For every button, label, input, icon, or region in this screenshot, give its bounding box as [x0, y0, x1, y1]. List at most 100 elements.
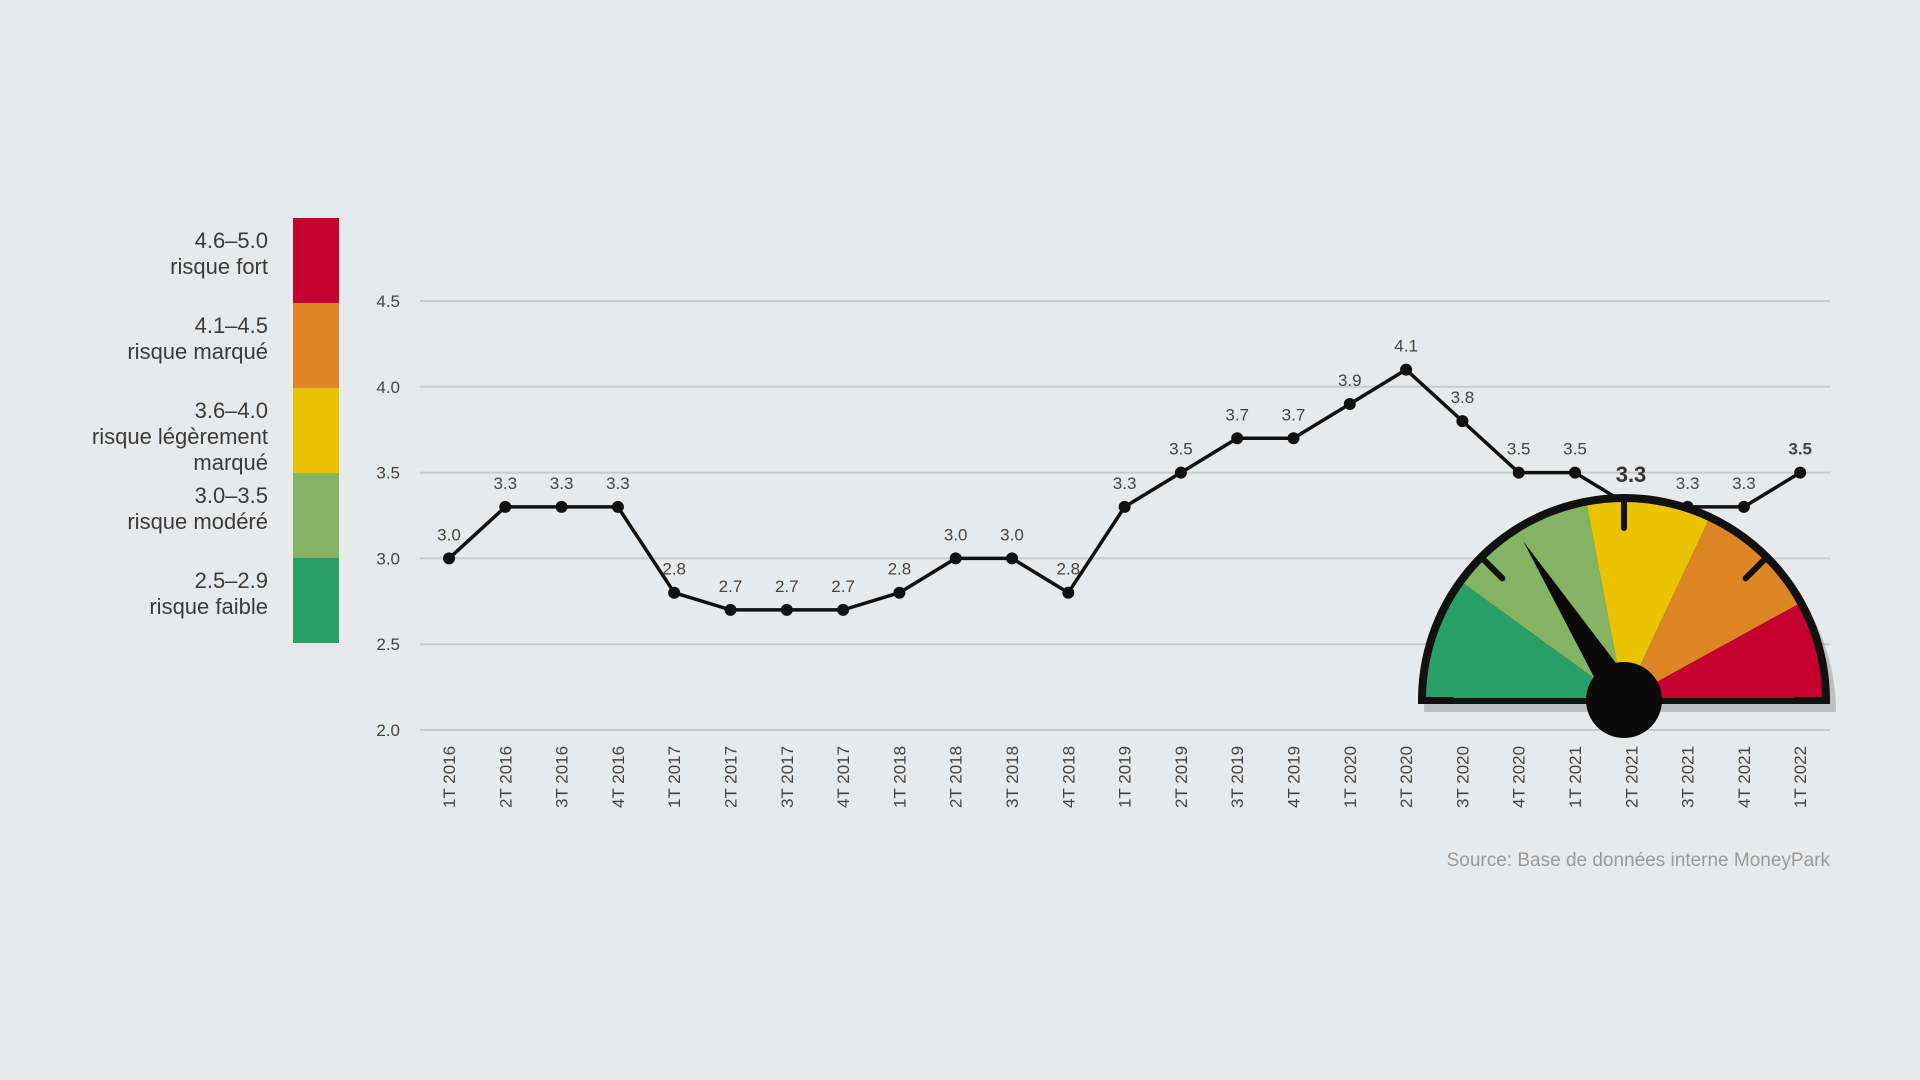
- gauge-band: [1426, 583, 1624, 700]
- data-label: 3.0: [1000, 525, 1024, 544]
- x-tick-label: 1T 2018: [890, 746, 909, 808]
- gauge-value-label: 3.3: [1616, 462, 1647, 487]
- data-label: 3.7: [1282, 405, 1306, 424]
- legend-swatch: [293, 473, 339, 558]
- data-label: 3.9: [1338, 371, 1362, 390]
- gauge-tick: [1742, 556, 1768, 582]
- data-point: [611, 500, 624, 513]
- x-tick-label: 2T 2018: [947, 746, 966, 808]
- data-point: [555, 500, 568, 513]
- data-point: [1006, 552, 1018, 565]
- data-point: [1343, 397, 1356, 410]
- data-point: [1512, 466, 1525, 479]
- legend-label: risque faible: [149, 594, 268, 619]
- x-tick-label: 4T 2021: [1735, 746, 1754, 808]
- legend-swatch: [293, 218, 339, 303]
- data-point: [780, 603, 793, 616]
- gauge-band: [1624, 604, 1822, 700]
- data-point: [1456, 415, 1469, 428]
- legend-swatch: [293, 388, 339, 473]
- legend-swatch: [293, 303, 339, 388]
- data-label: 3.5: [1788, 440, 1812, 459]
- x-tick-label: 2T 2016: [496, 746, 515, 808]
- data-point: [668, 586, 681, 599]
- data-point: [724, 603, 737, 616]
- x-tick-label: 3T 2021: [1679, 746, 1698, 808]
- data-point: [1118, 500, 1131, 513]
- x-tick-label: 3T 2020: [1453, 746, 1472, 808]
- data-point: [1400, 363, 1413, 376]
- grid-lines: [420, 300, 1830, 731]
- data-point: [949, 552, 962, 565]
- y-tick-label: 4.5: [376, 292, 400, 311]
- legend-swatch: [293, 558, 339, 643]
- data-label: 3.0: [944, 525, 968, 544]
- data-point: [1569, 466, 1581, 479]
- x-tick-label: 2T 2020: [1397, 746, 1416, 808]
- data-point: [1794, 466, 1807, 479]
- x-tick-label: 1T 2019: [1116, 746, 1135, 808]
- x-tick-label: 1T 2021: [1566, 746, 1585, 808]
- data-label: 2.7: [775, 577, 799, 596]
- y-tick-label: 3.0: [376, 549, 400, 568]
- source-note: Source: Base de données interne MoneyPar…: [1447, 850, 1831, 871]
- y-tick-label: 2.5: [376, 635, 400, 654]
- y-tick-label: 2.0: [376, 721, 400, 740]
- x-tick-label: 1T 2016: [440, 746, 459, 808]
- gauge-band: [1586, 501, 1709, 700]
- legend-range: 3.0–3.5: [195, 483, 268, 508]
- x-tick-label: 1T 2020: [1341, 746, 1360, 808]
- data-label: 3.5: [1563, 440, 1587, 459]
- data-labels: 3.0 3.3 3.3 3.3 2.8 2.7 2.7 2.7 2.8 3.0 3.0 2.8 3.3 3…: [437, 337, 1812, 596]
- y-tick-label: 4.0: [376, 378, 400, 397]
- data-point: [837, 603, 850, 616]
- data-point: [1174, 466, 1187, 479]
- x-tick-label: 3T 2016: [553, 746, 572, 808]
- y-axis: 2.0 2.5 3.0 3.5 4.0 4.5: [376, 292, 400, 740]
- x-tick-label: 3T 2019: [1228, 746, 1247, 808]
- x-tick-label: 2T 2017: [722, 746, 741, 808]
- data-point: [1287, 432, 1300, 445]
- x-tick-label: 4T 2019: [1285, 746, 1304, 808]
- data-label: 3.5: [1507, 440, 1531, 459]
- x-tick-label: 1T 2022: [1791, 746, 1810, 808]
- series-line: [443, 363, 1807, 616]
- data-label: 3.3: [1113, 474, 1137, 493]
- legend-label: risque marqué: [127, 339, 268, 364]
- data-point: [443, 552, 455, 565]
- data-label: 2.7: [831, 577, 855, 596]
- data-label: 2.8: [888, 560, 912, 579]
- data-label: 3.5: [1169, 440, 1193, 459]
- gauge-tick: [1480, 556, 1506, 582]
- x-tick-label: 3T 2017: [778, 746, 797, 808]
- data-point: [1231, 432, 1244, 445]
- data-label: 3.3: [606, 474, 630, 493]
- data-label: 3.7: [1225, 405, 1249, 424]
- x-tick-label: 1T 2017: [665, 746, 684, 808]
- x-tick-label: 4T 2016: [609, 746, 628, 808]
- y-tick-label: 3.5: [376, 464, 400, 483]
- data-label: 3.0: [437, 525, 461, 544]
- data-label: 3.3: [1732, 474, 1756, 493]
- data-point: [893, 586, 906, 599]
- data-point: [1737, 500, 1750, 513]
- x-axis: 1T 2016 2T 2016 3T 2016 4T 2016 1T 2017 2T 20…: [440, 746, 1810, 808]
- x-tick-label: 2T 2021: [1622, 746, 1641, 808]
- risk-gauge: [1418, 494, 1836, 738]
- data-label: 4.1: [1394, 337, 1418, 356]
- x-tick-label: 3T 2018: [1003, 746, 1022, 808]
- legend-range: 4.6–5.0: [195, 228, 268, 253]
- data-label: 3.3: [550, 474, 574, 493]
- legend-label: risque modéré: [127, 509, 268, 534]
- legend-range: 4.1–4.5: [195, 313, 268, 338]
- legend-label: risque fort: [170, 254, 268, 279]
- gauge-hub: [1586, 662, 1662, 738]
- data-label: 3.8: [1451, 388, 1475, 407]
- legend-range: 2.5–2.9: [195, 568, 268, 593]
- data-point: [1062, 586, 1075, 599]
- data-label: 3.3: [1676, 474, 1700, 493]
- legend-range: 3.6–4.0: [195, 398, 268, 423]
- data-point: [499, 500, 512, 513]
- x-tick-label: 4T 2020: [1510, 746, 1529, 808]
